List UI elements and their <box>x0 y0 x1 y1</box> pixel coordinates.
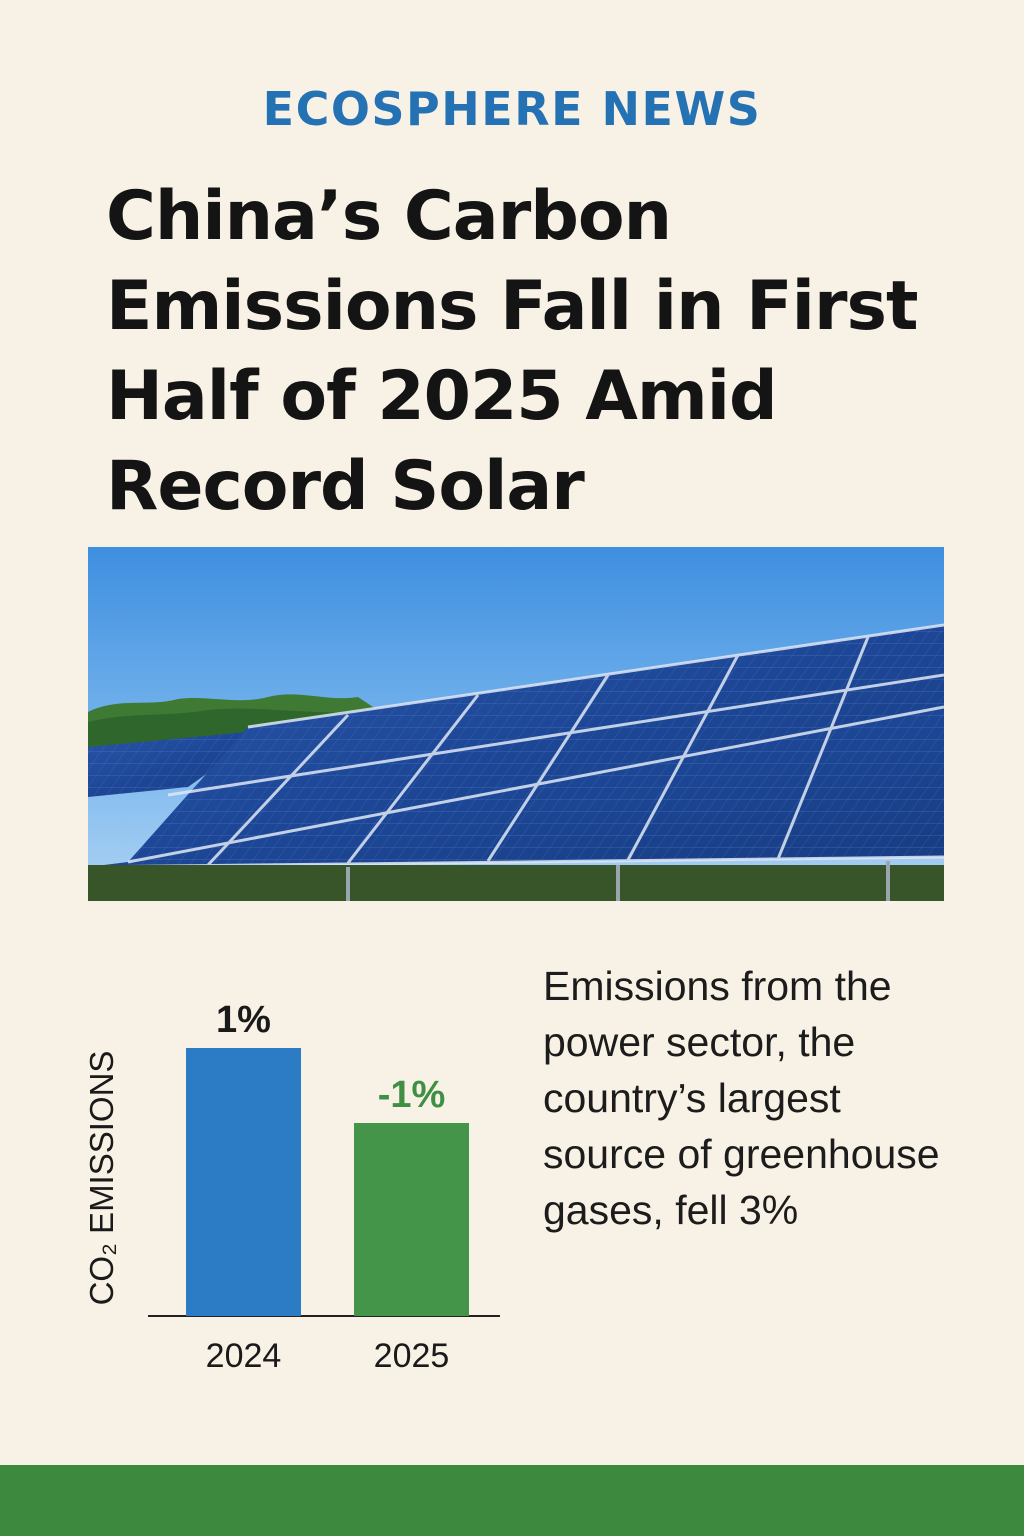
bar-2025 <box>354 1123 469 1316</box>
value-label-2025: -1% <box>378 1074 446 1116</box>
solar-panel-photo <box>88 547 944 901</box>
y-axis-label: CO₂ EMISSIONS <box>83 1051 120 1306</box>
brand-name: ECOSPHERE NEWS <box>262 82 762 136</box>
emissions-bar-chart: CO₂ EMISSIONS 1% 2024 -1% 2025 <box>60 960 520 1400</box>
bar-2024 <box>186 1048 301 1316</box>
category-label-2024: 2024 <box>206 1337 282 1375</box>
bottom-bar <box>0 1465 1024 1536</box>
caption-text: Emissions from the power sector, the cou… <box>543 963 940 1233</box>
value-label-2024: 1% <box>216 999 271 1041</box>
category-label-2025: 2025 <box>374 1337 450 1375</box>
